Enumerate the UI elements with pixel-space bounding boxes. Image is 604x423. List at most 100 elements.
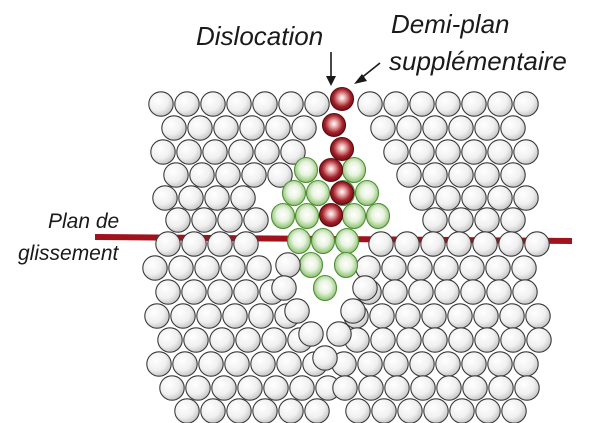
- atom: [276, 351, 302, 377]
- strained-atom: [293, 156, 319, 184]
- strained-atom: [310, 227, 336, 255]
- slip-plane-label-line2: glissement: [18, 242, 120, 265]
- atom: [487, 185, 513, 211]
- atom: [475, 398, 501, 423]
- extra-half-plane-atom: [318, 202, 344, 228]
- extra-half-plane-atom: [329, 86, 355, 112]
- strained-atom: [270, 202, 296, 230]
- atom: [384, 375, 410, 401]
- atom: [230, 185, 256, 211]
- atom: [217, 207, 243, 233]
- atom: [423, 398, 449, 423]
- atom: [473, 303, 499, 329]
- atom: [146, 351, 172, 377]
- atom: [252, 398, 278, 423]
- dislocation-label: Dislocation: [196, 21, 323, 51]
- atom: [200, 398, 226, 423]
- atom: [222, 303, 248, 329]
- atom: [233, 231, 259, 257]
- atom: [265, 115, 291, 141]
- atom: [161, 115, 187, 141]
- atom: [226, 398, 252, 423]
- atom: [449, 398, 475, 423]
- atom: [352, 275, 378, 301]
- extra-half-plane-atom: [321, 112, 347, 138]
- atom: [345, 398, 371, 423]
- atom: [248, 303, 274, 329]
- strained-atom: [334, 227, 360, 255]
- atom: [435, 91, 461, 117]
- atom: [263, 375, 289, 401]
- atom: [368, 231, 394, 257]
- extra-half-plane-atom: [329, 136, 355, 162]
- atom: [194, 255, 220, 281]
- extra-half-plane-atom: [318, 157, 344, 183]
- atom: [202, 139, 228, 165]
- atom: [165, 207, 191, 233]
- atom: [448, 115, 474, 141]
- atom: [209, 327, 235, 353]
- atom: [461, 185, 487, 211]
- atom: [395, 303, 421, 329]
- strained-atom: [286, 227, 312, 255]
- atom: [396, 162, 422, 188]
- atom: [407, 255, 433, 281]
- atom: [488, 375, 514, 401]
- atom: [213, 115, 239, 141]
- atom: [191, 207, 217, 233]
- atom: [332, 375, 358, 401]
- atom: [472, 231, 498, 257]
- atom: [174, 91, 200, 117]
- atom: [298, 321, 324, 347]
- atom: [420, 231, 446, 257]
- atom: [207, 279, 233, 305]
- atom: [474, 327, 500, 353]
- atom: [150, 139, 176, 165]
- atom: [408, 279, 434, 305]
- half-plane-label-line2: supplémentaire: [389, 46, 567, 76]
- atom: [513, 351, 539, 377]
- atom: [461, 351, 487, 377]
- strained-atom: [365, 202, 391, 230]
- atom: [500, 207, 526, 233]
- atom: [370, 115, 396, 141]
- atom: [446, 231, 472, 257]
- atom: [235, 327, 261, 353]
- atom: [326, 321, 352, 347]
- atom: [448, 162, 474, 188]
- atom: [159, 375, 185, 401]
- atom: [448, 327, 474, 353]
- atom: [340, 298, 366, 324]
- atom: [168, 255, 194, 281]
- atom: [204, 185, 230, 211]
- atom: [396, 327, 422, 353]
- atom: [435, 185, 461, 211]
- atom: [474, 162, 500, 188]
- strained-atom: [333, 251, 359, 279]
- strained-atom: [298, 251, 324, 279]
- atom: [369, 303, 395, 329]
- extra-half-plane-atom: [329, 180, 355, 206]
- atom: [500, 327, 526, 353]
- atom: [409, 185, 435, 211]
- atom: [513, 139, 539, 165]
- atom: [410, 375, 436, 401]
- atom: [237, 375, 263, 401]
- atom: [271, 275, 297, 301]
- atom: [200, 91, 226, 117]
- half-plane-arrow: [354, 62, 381, 84]
- atom: [198, 351, 224, 377]
- atom: [185, 375, 211, 401]
- atom: [409, 91, 435, 117]
- atom: [525, 303, 551, 329]
- atom: [228, 139, 254, 165]
- atom: [174, 398, 200, 423]
- atom: [278, 398, 304, 423]
- atom: [381, 255, 407, 281]
- atom: [459, 255, 485, 281]
- strained-atom: [341, 202, 367, 230]
- atom: [422, 162, 448, 188]
- atom: [252, 91, 278, 117]
- atom: [241, 162, 267, 188]
- atom: [394, 231, 420, 257]
